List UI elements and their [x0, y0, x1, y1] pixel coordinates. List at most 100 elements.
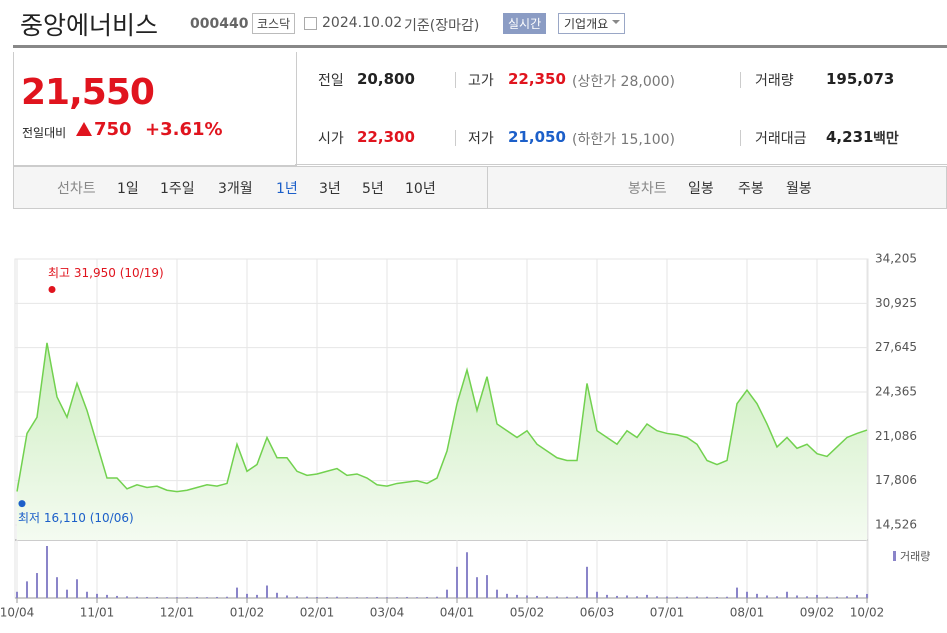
basis: 기준(장마감) [404, 18, 480, 34]
volume-bar [156, 596, 158, 598]
volume-bar [246, 593, 248, 598]
extreme-label: 최저 16,110 (10/06) [18, 511, 134, 525]
tab[interactable]: 일봉 [688, 181, 714, 197]
x-tick-label: 02/01 [300, 606, 335, 620]
volume-bar [196, 596, 198, 598]
volume-bar [526, 595, 528, 598]
volume-bar [66, 589, 68, 598]
volume-bar [686, 596, 688, 598]
y-tick-label: 34,205 [875, 252, 917, 266]
stat-value: 4,231 [826, 128, 874, 146]
volume-bar [376, 596, 378, 598]
y-tick-label: 21,086 [875, 429, 917, 443]
x-tick-label: 04/01 [440, 606, 475, 620]
change-amount: 750 [94, 119, 132, 140]
header-rule [13, 45, 947, 48]
volume-bar [536, 595, 538, 598]
volume-bar [316, 596, 318, 598]
tab[interactable]: 1일 [117, 181, 139, 197]
volume-bar [606, 594, 608, 598]
stat-value: 22,350 [508, 70, 566, 88]
volume-bar [106, 594, 108, 598]
volume-bar [836, 596, 838, 598]
volume-bar [496, 589, 498, 598]
volume-bar [216, 596, 218, 598]
stat-label: 거래량 [755, 73, 794, 89]
company-info-label: 기업개요 [564, 17, 609, 31]
volume-bar [396, 597, 398, 598]
stats-rule [295, 164, 947, 165]
x-tick-label: 07/01 [650, 606, 685, 620]
volume-bar [416, 597, 418, 598]
volume-bar [656, 596, 658, 598]
stat-value: 20,800 [357, 70, 415, 88]
volume-bar [626, 595, 628, 598]
tab[interactable]: 3년 [319, 181, 341, 197]
volume-bar [226, 596, 228, 598]
stat-value: 22,300 [357, 128, 415, 146]
stat-label: 시가 [318, 131, 344, 147]
calendar-icon [304, 17, 317, 30]
tab-group-label: 선차트 [57, 181, 96, 197]
volume-bar [16, 591, 18, 598]
volume-legend-swatch [893, 551, 896, 561]
divider [455, 130, 456, 146]
volume-bar [406, 596, 408, 598]
volume-bar [576, 596, 578, 598]
stat-label: 거래대금 [755, 131, 807, 147]
volume-bar [276, 592, 278, 598]
x-tick-label: 10/02 [850, 606, 885, 620]
volume-bar [76, 579, 78, 598]
x-tick-label: 05/02 [510, 606, 545, 620]
volume-bar [796, 595, 798, 598]
change-label: 전일대비 [22, 126, 67, 140]
divider [455, 72, 456, 88]
volume-bar [166, 597, 168, 598]
company-info-button[interactable]: 기업개요 [558, 13, 626, 34]
tab[interactable]: 월봉 [786, 181, 812, 197]
stat-label: 전일 [318, 73, 344, 89]
volume-bar [826, 596, 828, 598]
divider [740, 130, 741, 146]
extreme-label: 최고 31,950 (10/19) [48, 266, 164, 280]
stat-value: 195,073 [826, 70, 895, 88]
volume-bar [776, 596, 778, 598]
stat-unit: 백만 [873, 131, 899, 147]
volume-bar [366, 597, 368, 598]
volume-bar [386, 597, 388, 598]
volume-bar [556, 596, 558, 598]
volume-bar [56, 577, 58, 598]
tab[interactable]: 주봉 [738, 181, 764, 197]
y-tick-label: 14,526 [875, 518, 917, 532]
volume-bar [256, 594, 258, 598]
x-tick-label: 12/01 [160, 606, 195, 620]
volume-bar [476, 577, 478, 598]
divider [487, 167, 488, 208]
volume-bar [126, 596, 128, 598]
volume-bar [486, 575, 488, 598]
stat-note: (하한가 15,100) [572, 132, 676, 148]
volume-bar [436, 596, 438, 598]
volume-bar [716, 596, 718, 598]
tab[interactable]: 1년 [276, 181, 298, 197]
tab[interactable]: 10년 [405, 181, 436, 197]
tab[interactable]: 3개월 [218, 181, 253, 197]
tab[interactable]: 5년 [362, 181, 384, 197]
volume-bar [466, 552, 468, 598]
tab-group-label: 봉차트 [628, 181, 667, 197]
x-tick-label: 09/02 [800, 606, 835, 620]
volume-bar [646, 594, 648, 598]
realtime-button[interactable]: 실시간 [503, 13, 547, 34]
volume-bar [506, 593, 508, 598]
volume-bar [586, 566, 588, 598]
volume-bar [146, 596, 148, 598]
extreme-marker [18, 500, 26, 508]
stat-label: 저가 [468, 131, 494, 147]
volume-bar [816, 594, 818, 598]
volume-bar [96, 593, 98, 598]
x-tick-label: 11/01 [80, 606, 115, 620]
stock-code: 000440 [190, 16, 249, 32]
volume-bar [756, 593, 758, 598]
x-tick-label: 10/04 [0, 606, 34, 620]
tab[interactable]: 1주일 [160, 181, 195, 197]
